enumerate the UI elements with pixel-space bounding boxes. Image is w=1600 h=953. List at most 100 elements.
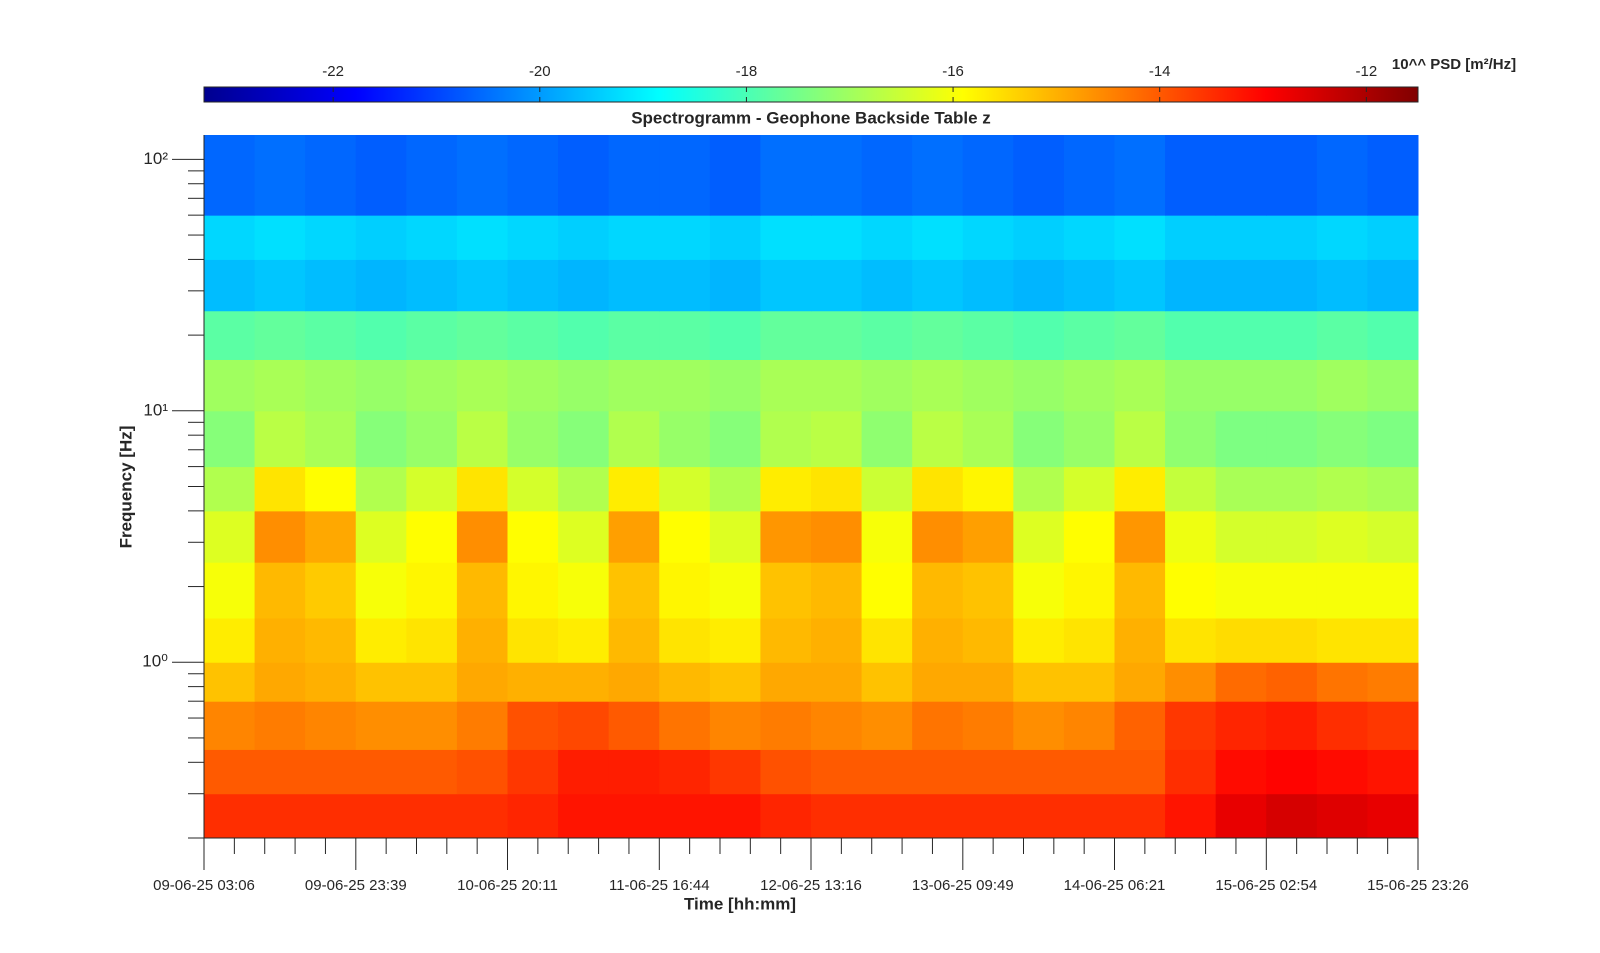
cell — [406, 359, 458, 412]
cell — [1013, 215, 1065, 260]
cell — [709, 793, 761, 839]
cell — [1013, 562, 1065, 619]
cell — [558, 662, 610, 702]
cell — [1316, 466, 1368, 512]
cell — [1215, 701, 1267, 750]
cell — [659, 793, 711, 839]
cell — [659, 215, 711, 260]
cell — [962, 215, 1014, 260]
cell — [456, 359, 508, 412]
cell — [1165, 793, 1217, 839]
cell — [1316, 259, 1368, 312]
cell — [204, 562, 256, 619]
cell — [1215, 135, 1267, 216]
cell — [204, 466, 256, 512]
cell — [1165, 662, 1217, 702]
cell — [861, 359, 913, 412]
x-tick-label: 15-06-25 23:26 — [1367, 877, 1469, 894]
cell — [355, 466, 407, 512]
cell — [709, 510, 761, 563]
cell — [204, 749, 256, 795]
cell — [456, 617, 508, 663]
x-tick-label: 10-06-25 20:11 — [457, 877, 558, 894]
cell — [1266, 135, 1318, 216]
cell — [861, 617, 913, 663]
cell — [456, 562, 508, 619]
cell — [962, 662, 1014, 702]
cell — [456, 510, 508, 563]
cell — [355, 310, 407, 360]
cell — [1114, 359, 1166, 412]
cell — [1013, 135, 1065, 216]
cell — [760, 135, 812, 216]
cell — [608, 466, 660, 512]
cell — [608, 259, 660, 312]
cell — [1316, 701, 1368, 750]
cell — [406, 310, 458, 360]
cell — [1063, 562, 1115, 619]
cell — [1114, 510, 1166, 563]
cell — [558, 562, 610, 619]
cell — [305, 410, 357, 468]
cell — [659, 510, 711, 563]
cell — [558, 135, 610, 216]
x-tick-label: 09-06-25 23:39 — [305, 877, 407, 894]
cell — [861, 259, 913, 312]
y-axis-label: Frequency [Hz] — [116, 426, 135, 549]
cell — [305, 215, 357, 260]
cell — [406, 410, 458, 468]
cell — [912, 310, 964, 360]
cell — [204, 662, 256, 702]
x-axis-label: Time [hh:mm] — [684, 894, 796, 913]
cell — [355, 793, 407, 839]
cell — [608, 510, 660, 563]
cell — [204, 793, 256, 839]
x-tick-label: 09-06-25 03:06 — [153, 877, 255, 894]
cell — [912, 215, 964, 260]
cell — [507, 135, 559, 216]
cell — [760, 259, 812, 312]
cell — [456, 701, 508, 750]
cell — [962, 310, 1014, 360]
cell — [811, 466, 863, 512]
cell — [254, 510, 306, 563]
cell — [1063, 701, 1115, 750]
cell — [709, 749, 761, 795]
cell — [305, 310, 357, 360]
cell — [1316, 410, 1368, 468]
colorbar-tick-label: -12 — [1355, 63, 1377, 80]
cell — [305, 359, 357, 412]
cell — [1013, 466, 1065, 512]
cell — [204, 135, 256, 216]
cell — [254, 259, 306, 312]
cell — [305, 749, 357, 795]
cell — [254, 701, 306, 750]
cell — [1114, 749, 1166, 795]
cell — [305, 259, 357, 312]
cell — [507, 510, 559, 563]
cell — [1063, 510, 1115, 563]
cell — [811, 310, 863, 360]
cell — [406, 135, 458, 216]
cell — [1165, 562, 1217, 619]
cell — [962, 259, 1014, 312]
cell — [1013, 410, 1065, 468]
cell — [962, 135, 1014, 216]
cell — [1215, 359, 1267, 412]
chart-title: Spectrogramm - Geophone Backside Table z — [631, 108, 991, 127]
cell — [1215, 215, 1267, 260]
cell — [1013, 749, 1065, 795]
cell — [760, 562, 812, 619]
cell — [507, 793, 559, 839]
cell — [254, 310, 306, 360]
cell — [962, 617, 1014, 663]
cell — [254, 793, 306, 839]
cell — [760, 617, 812, 663]
cell — [1266, 215, 1318, 260]
cell — [1114, 259, 1166, 312]
cell — [507, 310, 559, 360]
cell — [861, 662, 913, 702]
cell — [406, 749, 458, 795]
cell — [507, 410, 559, 468]
